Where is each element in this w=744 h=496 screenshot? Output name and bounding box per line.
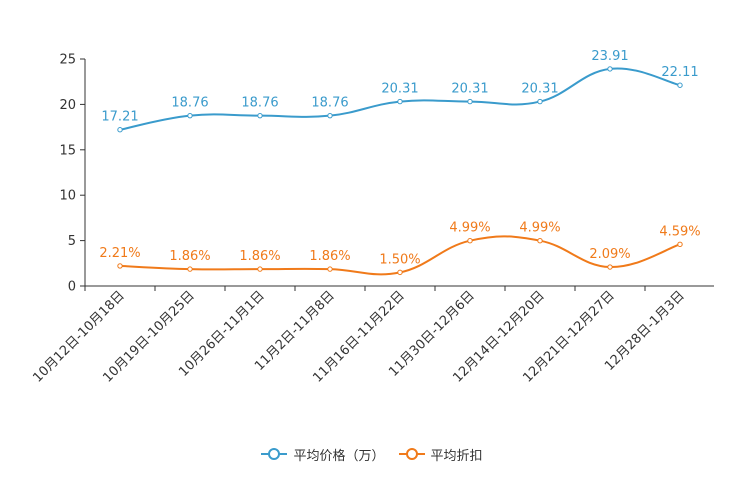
data-point[interactable] (257, 266, 263, 272)
y-tick-label: 10 (59, 189, 76, 204)
data-point[interactable] (537, 98, 543, 105)
data-point[interactable] (677, 241, 683, 248)
y-tick-label: 20 (59, 98, 76, 113)
legend: 平均价格（万） 平均折扣 (0, 444, 744, 464)
data-point[interactable] (257, 112, 263, 119)
y-tick-label: 25 (59, 53, 76, 68)
data-point[interactable] (117, 263, 123, 269)
y-axis: 0 5 10 15 20 25 (59, 53, 86, 295)
data-label: 4.59% (659, 224, 700, 239)
legend-label-discount: 平均折扣 (430, 448, 483, 464)
data-label: 1.86% (239, 249, 280, 264)
data-label: 18.76 (171, 96, 208, 111)
data-point[interactable] (607, 264, 613, 270)
data-label: 2.09% (589, 247, 630, 262)
legend-item-discount[interactable]: 平均折扣 (398, 445, 483, 464)
series-layer: 17.21 18.76 18.76 18.76 20.31 20.31 20.31 23.91… (99, 49, 701, 276)
data-label: 22.11 (661, 65, 698, 80)
data-point[interactable] (187, 266, 193, 272)
data-label: 20.31 (521, 82, 558, 97)
data-label: 1.50% (379, 252, 420, 267)
data-point[interactable] (467, 237, 473, 244)
data-label: 23.91 (591, 49, 628, 64)
data-label: 1.86% (169, 249, 210, 264)
data-point[interactable] (117, 127, 123, 133)
data-label: 4.99% (519, 221, 560, 236)
data-label: 18.76 (311, 96, 348, 111)
data-point[interactable] (537, 237, 543, 244)
legend-item-price[interactable]: 平均价格（万） (261, 445, 385, 464)
data-point[interactable] (327, 266, 333, 272)
data-point[interactable] (397, 269, 403, 276)
data-point[interactable] (187, 112, 193, 119)
data-label: 18.76 (241, 96, 278, 111)
y-tick-label: 15 (59, 143, 76, 158)
data-point[interactable] (677, 82, 683, 88)
data-point[interactable] (607, 66, 613, 72)
data-point[interactable] (327, 112, 333, 119)
data-label: 1.86% (309, 249, 350, 264)
data-point[interactable] (467, 98, 473, 105)
y-tick-label: 0 (68, 280, 76, 295)
series-0: 17.21 18.76 18.76 18.76 20.31 20.31 20.31 23.91… (101, 49, 699, 133)
data-label: 20.31 (451, 82, 488, 97)
legend-label-price: 平均价格（万） (293, 448, 385, 464)
y-tick-label: 5 (68, 234, 76, 249)
x-axis: 10月12日-10月18日10月19日-10月25日10月26日-11月1日11… (30, 285, 714, 386)
legend-marker-discount-icon (398, 448, 425, 460)
legend-dot-discount (405, 448, 418, 460)
data-label: 17.21 (101, 110, 138, 125)
series-1: 2.21% 1.86% 1.86% 1.86% 1.50% 4.99% 4.99% 2.09%… (99, 221, 701, 276)
data-label: 2.21% (99, 246, 140, 261)
legend-dot-price (268, 448, 281, 460)
data-label: 4.99% (449, 221, 490, 236)
data-point[interactable] (397, 98, 403, 105)
legend-marker-price-icon (261, 448, 288, 460)
data-label: 20.31 (381, 82, 418, 97)
